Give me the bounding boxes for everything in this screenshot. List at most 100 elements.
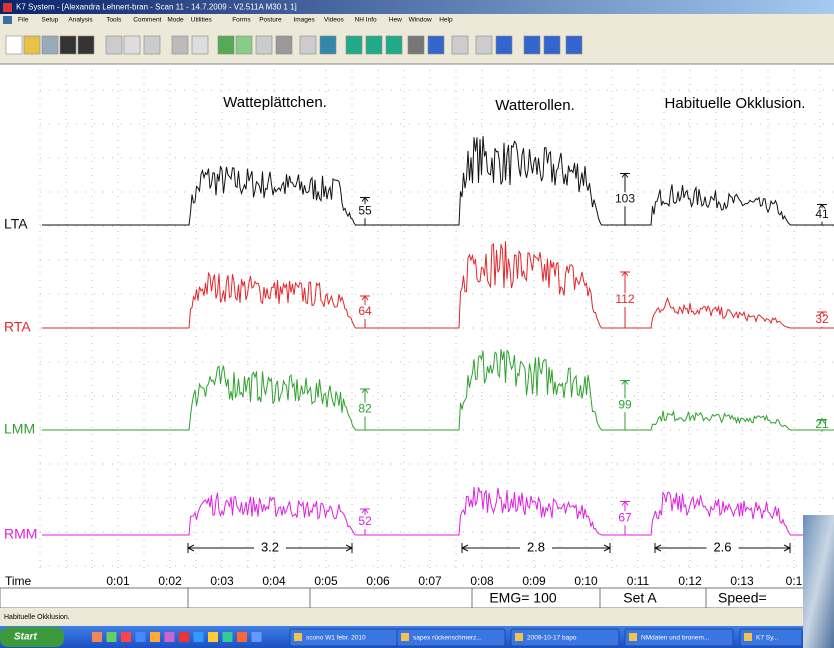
task-label[interactable]: scono W1 febr. 2010 — [306, 635, 366, 642]
time-tick-label: 0:08 — [470, 574, 494, 588]
time-tick-label: 0:07 — [418, 574, 442, 588]
toolbar-button[interactable] — [256, 36, 272, 54]
task-label[interactable]: sapex rückenschmerz... — [413, 635, 482, 642]
amplitude-label: 21 — [815, 417, 829, 431]
quick-launch-icon[interactable] — [150, 632, 160, 642]
amplitude-label: 55 — [358, 203, 372, 217]
channel-label: RTA — [4, 319, 31, 335]
quick-launch-icon[interactable] — [121, 632, 131, 642]
toolbar-button[interactable] — [172, 36, 188, 54]
amplitude-label: 82 — [358, 402, 372, 416]
amplitude-label: 64 — [358, 304, 372, 318]
quick-launch-icon[interactable] — [252, 632, 262, 642]
quick-launch-icon[interactable] — [223, 632, 233, 642]
toolbar-button[interactable] — [320, 36, 336, 54]
menu-icon — [3, 16, 12, 24]
task-label[interactable]: K7 Sy... — [756, 635, 778, 642]
segment-label: Watteplättchen. — [223, 94, 327, 111]
toolbar-button[interactable] — [566, 36, 582, 54]
toolbar-button[interactable] — [60, 36, 76, 54]
toolbar-button[interactable] — [192, 36, 208, 54]
toolbar-button[interactable] — [544, 36, 560, 54]
menu-item[interactable]: Mode — [167, 17, 184, 24]
toolbar-button[interactable] — [106, 36, 122, 54]
quick-launch-icon[interactable] — [107, 632, 117, 642]
menu-item[interactable]: Window — [409, 17, 432, 24]
menu-item[interactable]: Posture — [259, 17, 282, 24]
quick-launch-icon[interactable] — [136, 632, 146, 642]
duration-label: 2.8 — [527, 539, 545, 554]
quick-launch-icon[interactable] — [237, 632, 247, 642]
toolbar-button[interactable] — [24, 36, 40, 54]
amplitude-label: 32 — [815, 312, 829, 326]
time-tick-label: 0:11 — [627, 574, 650, 588]
start-label[interactable]: Start — [14, 632, 37, 643]
channel-label: LTA — [4, 216, 28, 232]
channel-label: RMM — [4, 526, 37, 542]
toolbar-button[interactable] — [276, 36, 292, 54]
menu-item[interactable]: File — [18, 17, 29, 24]
time-tick-label: 0:10 — [574, 574, 598, 588]
menu-item[interactable]: Comment — [133, 17, 161, 24]
amplitude-label: 99 — [618, 397, 632, 411]
menu-item[interactable]: Analysis — [68, 17, 93, 24]
page: K7 System - [Alexandra Lehnert-bran - Sc… — [0, 0, 834, 648]
task-icon[interactable] — [294, 633, 302, 641]
toolbar-button[interactable] — [144, 36, 160, 54]
time-tick-label: 0:1 — [786, 574, 803, 588]
toolbar-button[interactable] — [78, 36, 94, 54]
toolbar-button[interactable] — [452, 36, 468, 54]
status-text: Habituelle Okklusion. — [4, 614, 70, 621]
toolbar-button[interactable] — [124, 36, 140, 54]
toolbar-button[interactable] — [218, 36, 234, 54]
menu-item[interactable]: Setup — [41, 17, 58, 24]
menu-item[interactable]: Images — [293, 17, 315, 24]
status-bar — [0, 608, 834, 626]
quick-launch-icon[interactable] — [194, 632, 204, 642]
amplitude-label: 103 — [615, 191, 635, 205]
toolbar-button[interactable] — [6, 36, 22, 54]
quick-launch-icon[interactable] — [165, 632, 175, 642]
menu-item[interactable]: Help — [439, 17, 453, 24]
emg-scale: EMG= 100 — [489, 590, 557, 606]
toolbar-button[interactable] — [366, 36, 382, 54]
task-label[interactable]: 2009-10-17 bapo — [527, 635, 577, 642]
amplitude-label: 67 — [618, 510, 632, 524]
toolbar-button[interactable] — [386, 36, 402, 54]
time-tick-label: 0:02 — [158, 574, 182, 588]
menu-item[interactable]: Hew — [389, 17, 402, 24]
toolbar-button[interactable] — [524, 36, 540, 54]
segment-label: Habituelle Okklusion. — [665, 95, 806, 112]
toolbar-button[interactable] — [408, 36, 424, 54]
toolbar-button[interactable] — [236, 36, 252, 54]
task-label[interactable]: NMdaten und bronem... — [641, 635, 709, 642]
app-icon — [3, 3, 12, 12]
duration-label: 3.2 — [261, 539, 279, 554]
menu-item[interactable]: Utilities — [191, 17, 213, 24]
toolbar-button[interactable] — [300, 36, 316, 54]
task-icon[interactable] — [515, 633, 523, 641]
time-tick-label: 0:05 — [314, 574, 338, 588]
window-title: K7 System - [Alexandra Lehnert-bran - Sc… — [16, 3, 297, 12]
task-icon[interactable] — [744, 633, 752, 641]
quick-launch-icon[interactable] — [179, 632, 189, 642]
menu-item[interactable]: NH Info — [355, 17, 377, 24]
photo-overlay — [803, 515, 834, 648]
toolbar-button[interactable] — [346, 36, 362, 54]
amplitude-label: 52 — [358, 514, 372, 528]
time-tick-label: 0:04 — [262, 574, 286, 588]
menu-item[interactable]: Tools — [106, 17, 122, 24]
chart-area — [0, 65, 834, 587]
quick-launch-icon[interactable] — [92, 632, 102, 642]
toolbar-button[interactable] — [428, 36, 444, 54]
task-icon[interactable] — [629, 633, 637, 641]
info-row — [0, 588, 834, 608]
toolbar-button[interactable] — [42, 36, 58, 54]
quick-launch-icon[interactable] — [208, 632, 218, 642]
toolbar-button[interactable] — [476, 36, 492, 54]
menu-item[interactable]: Forms — [232, 17, 251, 24]
toolbar-button[interactable] — [496, 36, 512, 54]
task-icon[interactable] — [401, 633, 409, 641]
menu-item[interactable]: Videos — [324, 17, 345, 24]
time-label: Time — [5, 574, 32, 588]
